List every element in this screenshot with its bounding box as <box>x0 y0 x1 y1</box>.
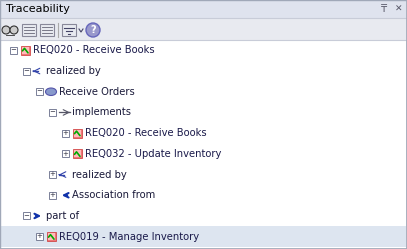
Text: REQ019 - Manage Inventory: REQ019 - Manage Inventory <box>59 232 199 242</box>
Text: part of: part of <box>46 211 79 221</box>
Bar <box>35 233 42 240</box>
Ellipse shape <box>46 88 57 96</box>
Text: REQ020 - Receive Books: REQ020 - Receive Books <box>85 128 207 138</box>
Bar <box>9 47 17 54</box>
Bar <box>61 130 68 137</box>
Text: ✕: ✕ <box>395 4 403 13</box>
Text: +: + <box>49 171 55 177</box>
Bar <box>20 46 29 55</box>
Text: implements: implements <box>72 108 131 118</box>
Bar <box>1 1 406 18</box>
Bar <box>22 47 28 54</box>
Bar <box>74 130 81 137</box>
Circle shape <box>2 26 10 34</box>
Text: −: − <box>49 109 55 115</box>
Text: Receive Orders: Receive Orders <box>59 87 135 97</box>
Bar <box>61 150 68 157</box>
Text: ?: ? <box>90 25 96 35</box>
Bar <box>22 24 36 36</box>
Text: −: − <box>23 213 29 219</box>
Text: +: + <box>62 151 68 157</box>
Bar <box>1 19 406 40</box>
Bar <box>22 212 29 219</box>
Bar <box>46 232 55 241</box>
Bar <box>35 88 42 95</box>
Text: +: + <box>62 130 68 136</box>
Text: +: + <box>49 192 55 198</box>
Text: realized by: realized by <box>72 170 127 180</box>
Bar <box>1 226 406 247</box>
Text: +: + <box>36 233 42 239</box>
Text: realized by: realized by <box>46 66 101 76</box>
Bar <box>72 149 81 158</box>
Text: Traceability: Traceability <box>6 4 70 14</box>
Text: −: − <box>36 88 42 94</box>
Bar <box>74 150 81 157</box>
Bar <box>62 24 76 36</box>
Bar <box>48 109 55 116</box>
Bar <box>48 192 55 199</box>
Bar <box>72 129 81 138</box>
Text: Association from: Association from <box>72 190 155 200</box>
Bar <box>48 233 55 240</box>
Text: −: − <box>10 47 16 53</box>
Text: −: − <box>23 68 29 74</box>
Text: REQ032 - Update Inventory: REQ032 - Update Inventory <box>85 149 221 159</box>
Bar <box>22 67 29 74</box>
Bar <box>40 24 54 36</box>
Text: REQ020 - Receive Books: REQ020 - Receive Books <box>33 45 155 55</box>
Text: ₸: ₸ <box>381 4 387 14</box>
Circle shape <box>86 23 100 37</box>
Circle shape <box>10 26 18 34</box>
Bar <box>1 40 406 248</box>
Bar <box>48 171 55 178</box>
